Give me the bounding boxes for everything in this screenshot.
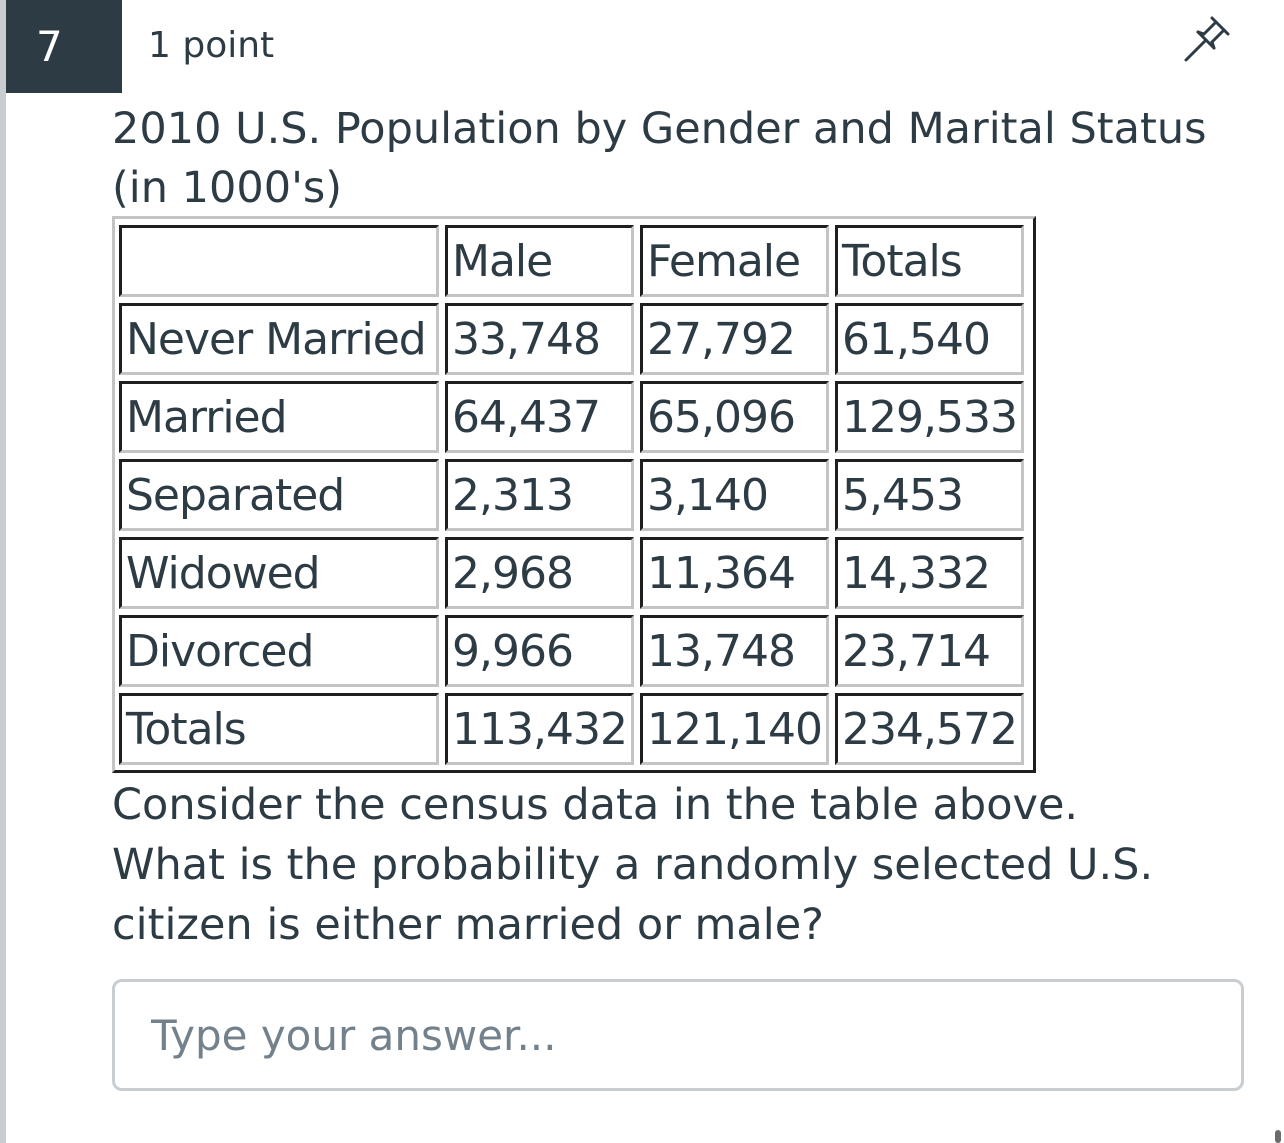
column-header-totals: Totals (835, 225, 1024, 297)
census-table-frame: Male Female Totals Never Married 33,748 … (112, 216, 1036, 773)
table-cell: 14,332 (835, 537, 1024, 609)
table-row: Totals 113,432 121,140 234,572 (119, 693, 1024, 765)
table-cell: 13,748 (640, 615, 829, 687)
table-cell: 129,533 (835, 381, 1024, 453)
table-row: Separated 2,313 3,140 5,453 (119, 459, 1024, 531)
row-label: Totals (119, 693, 439, 765)
row-label: Married (119, 381, 439, 453)
table-cell: 121,140 (640, 693, 829, 765)
question-prompt: Consider the census data in the table ab… (112, 775, 1262, 955)
table-cell: 33,748 (445, 303, 634, 375)
table-corner-cell (119, 225, 439, 297)
table-cell: 113,432 (445, 693, 634, 765)
table-cell: 27,792 (640, 303, 829, 375)
row-label: Widowed (119, 537, 439, 609)
table-row: Married 64,437 65,096 129,533 (119, 381, 1024, 453)
answer-input[interactable] (112, 979, 1244, 1091)
table-cell: 5,453 (835, 459, 1024, 531)
census-table: Male Female Totals Never Married 33,748 … (119, 225, 1024, 765)
table-row: Never Married 33,748 27,792 61,540 (119, 303, 1024, 375)
table-header-row: Male Female Totals (119, 225, 1024, 297)
table-row: Widowed 2,968 11,364 14,332 (119, 537, 1024, 609)
prompt-line: What is the probability a randomly selec… (112, 840, 1154, 890)
table-cell: 2,968 (445, 537, 634, 609)
question-title: 2010 U.S. Population by Gender and Marit… (112, 104, 1207, 213)
row-label: Separated (119, 459, 439, 531)
question-number: 7 (6, 0, 122, 93)
table-cell: 9,966 (445, 615, 634, 687)
column-header-male: Male (445, 225, 634, 297)
table-cell: 234,572 (835, 693, 1024, 765)
table-cell: 65,096 (640, 381, 829, 453)
question-points: 1 point (148, 25, 275, 66)
question-left-rail (0, 0, 6, 1143)
table-row: Divorced 9,966 13,748 23,714 (119, 615, 1024, 687)
row-label: Never Married (119, 303, 439, 375)
table-cell: 11,364 (640, 537, 829, 609)
pin-icon[interactable] (1178, 12, 1234, 68)
prompt-line: citizen is either married or male? (112, 900, 824, 950)
row-label: Divorced (119, 615, 439, 687)
table-cell: 64,437 (445, 381, 634, 453)
table-cell: 61,540 (835, 303, 1024, 375)
table-cell: 3,140 (640, 459, 829, 531)
column-header-female: Female (640, 225, 829, 297)
scrollbar-thumb[interactable] (1275, 1130, 1281, 1143)
prompt-line: Consider the census data in the table ab… (112, 780, 1079, 830)
table-cell: 2,313 (445, 459, 634, 531)
table-cell: 23,714 (835, 615, 1024, 687)
